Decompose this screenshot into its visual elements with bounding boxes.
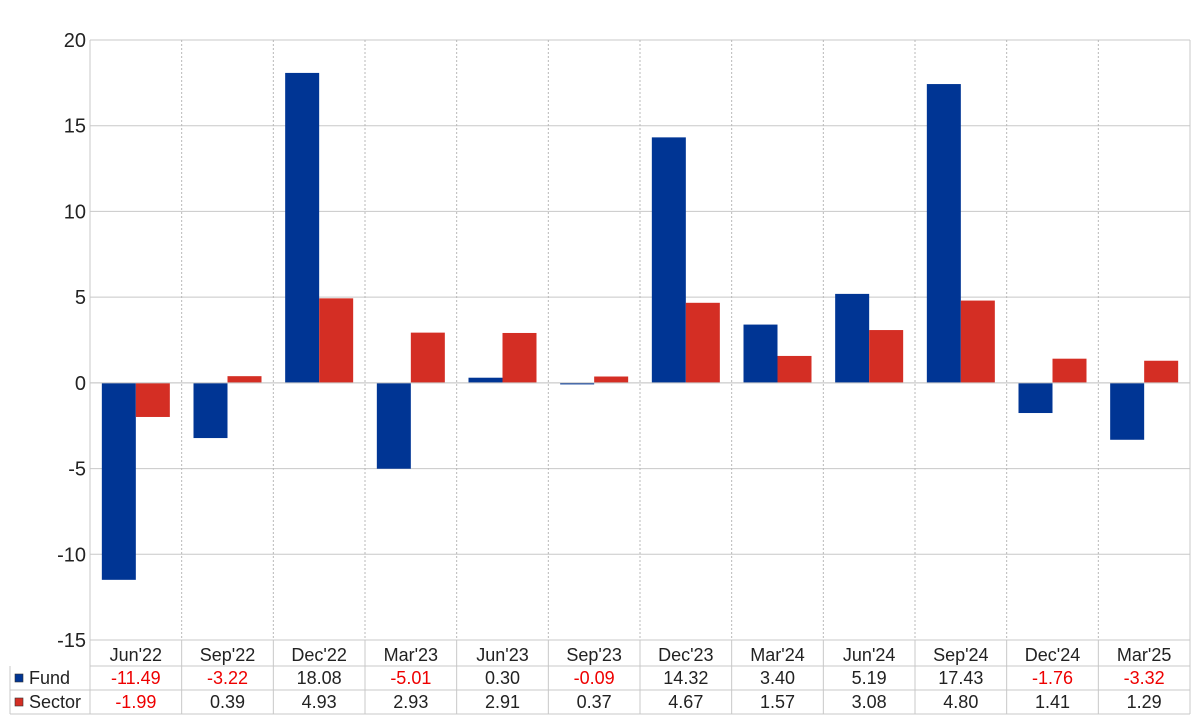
data-label-sector: 1.57	[760, 692, 795, 712]
data-label-sector: 4.80	[943, 692, 978, 712]
data-label-sector: 4.93	[302, 692, 337, 712]
bar-sector	[227, 376, 262, 383]
data-label-sector: 2.91	[485, 692, 520, 712]
category-label: Dec'22	[291, 645, 346, 665]
y-tick-label: 10	[64, 201, 86, 223]
data-label-fund: 0.30	[485, 668, 520, 688]
category-label: Sep'23	[566, 645, 622, 665]
category-label: Mar'24	[750, 645, 804, 665]
bar-fund	[560, 382, 595, 385]
bar-fund	[743, 324, 778, 383]
data-label-fund: -11.49	[111, 668, 161, 688]
y-tick-label: 5	[75, 287, 86, 309]
bar-sector	[319, 298, 354, 383]
bar-fund	[1018, 382, 1053, 414]
data-label-fund: 17.43	[938, 668, 983, 688]
bar-fund	[376, 382, 411, 469]
bar-sector	[777, 355, 812, 383]
category-label: Jun'23	[476, 645, 528, 665]
bar-fund	[468, 377, 503, 383]
bar-fund	[835, 293, 870, 383]
y-tick-label: -10	[57, 544, 86, 566]
bar-sector	[685, 302, 720, 383]
category-label: Sep'24	[933, 645, 989, 665]
data-label-fund: 14.32	[663, 668, 708, 688]
data-label-fund: -0.09	[574, 668, 615, 688]
y-tick-label: -5	[68, 459, 86, 481]
bar-sector	[135, 382, 170, 417]
category-label: Dec'24	[1025, 645, 1080, 665]
bar-sector	[1144, 360, 1179, 383]
data-label-sector: 1.41	[1035, 692, 1070, 712]
category-label: Dec'23	[658, 645, 713, 665]
bar-sector	[594, 376, 629, 383]
bar-sector	[869, 330, 904, 383]
data-label-fund: 18.08	[297, 668, 342, 688]
bar-sector	[502, 332, 537, 383]
bar-fund	[285, 72, 320, 383]
data-label-sector: 2.93	[393, 692, 428, 712]
bar-sector	[1052, 358, 1087, 383]
y-tick-label: 0	[75, 373, 86, 395]
data-label-sector: 4.67	[668, 692, 703, 712]
data-label-sector: -1.99	[115, 692, 156, 712]
bar-fund	[193, 382, 228, 439]
bar-fund	[1110, 382, 1145, 440]
legend-label-fund: Fund	[29, 668, 70, 688]
data-label-fund: -3.22	[207, 668, 248, 688]
y-tick-label: 20	[64, 30, 86, 52]
data-label-sector: 1.29	[1127, 692, 1162, 712]
category-label: Jun'22	[110, 645, 162, 665]
category-label: Sep'22	[200, 645, 256, 665]
data-label-fund: -5.01	[390, 668, 431, 688]
bar-fund	[926, 84, 961, 383]
category-label: Mar'23	[384, 645, 438, 665]
category-label: Jun'24	[843, 645, 895, 665]
data-label-fund: 3.40	[760, 668, 795, 688]
data-label-sector: 0.39	[210, 692, 245, 712]
y-tick-label: -15	[57, 630, 86, 652]
legend-swatch-fund	[14, 673, 24, 683]
data-label-fund: -1.76	[1032, 668, 1073, 688]
data-label-fund: -3.32	[1124, 668, 1165, 688]
bar-sector	[410, 332, 445, 383]
bar-fund	[101, 382, 136, 580]
y-tick-label: 15	[64, 116, 86, 138]
legend-swatch-sector	[14, 697, 24, 707]
legend-label-sector: Sector	[29, 692, 81, 712]
data-label-fund: 5.19	[852, 668, 887, 688]
data-label-sector: 0.37	[577, 692, 612, 712]
category-label: Mar'25	[1117, 645, 1171, 665]
bar-fund	[651, 137, 686, 383]
bar-sector	[960, 300, 995, 383]
data-label-sector: 3.08	[852, 692, 887, 712]
